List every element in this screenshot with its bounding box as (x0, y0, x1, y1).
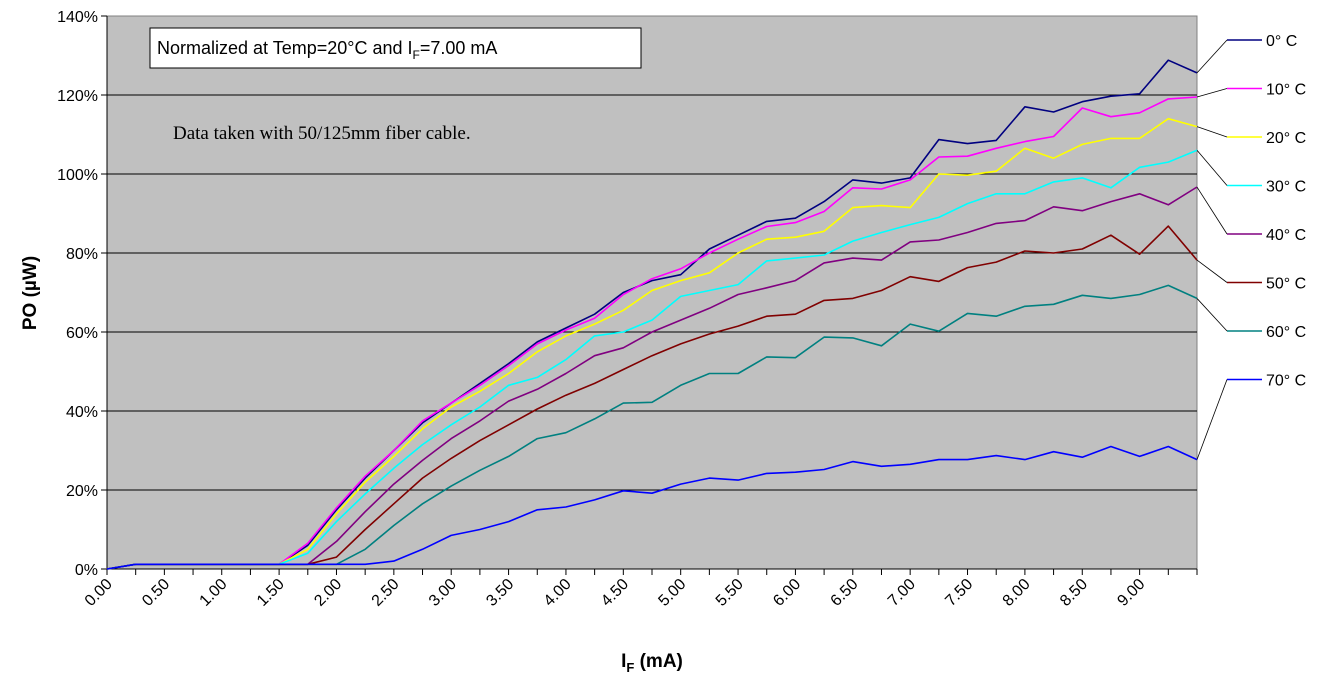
x-tick-label: 6.50 (828, 576, 862, 610)
legend: 0° C 10° C 20° C 30° C 40° C 50° C 60° C 70° C (1196, 33, 1306, 460)
legend-label-0: 0° C (1266, 33, 1297, 50)
x-tick-label: 5.00 (655, 576, 689, 610)
x-tick-label: 4.00 (541, 576, 575, 610)
x-tick-label: 3.00 (426, 576, 460, 610)
legend-leader-0 (1196, 39, 1228, 74)
series-line-1 (106, 96, 1198, 570)
x-tick-label: 8.00 (1000, 576, 1034, 610)
y-axis-title: PO (µW) (20, 256, 41, 330)
legend-label-3: 30° C (1266, 179, 1306, 196)
fiber-note: Data taken with 50/125mm fiber cable. (173, 123, 471, 144)
x-axis-title: IF (mA) (621, 651, 683, 674)
y-tick-label: 120% (57, 88, 98, 105)
x-tick-label: 9.00 (1114, 576, 1148, 610)
y-tick-label: 40% (66, 404, 98, 421)
legend-label-5: 50° C (1266, 276, 1306, 293)
normalization-box: Normalized at Temp=20°C and IF=7.00 mA (149, 27, 642, 69)
legend-leader-2 (1196, 126, 1228, 138)
legend-leader-6 (1196, 298, 1228, 332)
y-tick-label: 100% (57, 167, 98, 184)
normalization-box-frame (149, 27, 642, 69)
legend-label-4: 40° C (1266, 227, 1306, 244)
x-tick-label: 4.50 (598, 576, 632, 610)
series-line-2 (106, 117, 1198, 570)
legend-leader-4 (1196, 186, 1228, 235)
x-tick-label: 1.00 (197, 576, 231, 610)
series-line-7 (106, 445, 1198, 570)
y-tick-label: 80% (66, 246, 98, 263)
legend-label-6: 60° C (1266, 324, 1306, 341)
normalization-sub: F (413, 48, 420, 62)
x-tick-label: 0.50 (139, 576, 173, 610)
x-tick-label: 1.50 (254, 576, 288, 610)
normalization-suffix: =7.00 mA (420, 38, 498, 58)
legend-label-1: 10° C (1266, 82, 1306, 99)
x-tick-label: 3.50 (483, 576, 517, 610)
y-tick-label: 140% (57, 9, 98, 26)
x-tick-label: 5.50 (713, 576, 747, 610)
x-axis-title-sub: F (626, 660, 634, 674)
legend-leader-1 (1196, 88, 1228, 98)
normalization-box-text: Normalized at Temp=20°C and IF=7.00 mA (157, 38, 497, 62)
legend-label-2: 20° C (1266, 130, 1306, 147)
x-tick-label: 0.00 (82, 576, 116, 610)
legend-leader-3 (1196, 150, 1228, 186)
y-tick-label: 60% (66, 325, 98, 342)
x-tick-label: 2.00 (311, 576, 345, 610)
x-tick-label: 8.50 (1057, 576, 1091, 610)
legend-leader-7 (1196, 379, 1228, 460)
plot-background (106, 15, 1198, 570)
x-tick-label: 6.00 (770, 576, 804, 610)
x-axis-title-unit: (mA) (634, 651, 683, 672)
series-layer (106, 59, 1198, 570)
y-tick-label: 20% (66, 483, 98, 500)
x-axis-title-main: I (621, 651, 626, 672)
normalization-prefix: Normalized at Temp=20°C and I (157, 38, 413, 58)
x-tick-label: 7.00 (885, 576, 919, 610)
x-tick-label: 2.50 (369, 576, 403, 610)
legend-label-7: 70° C (1266, 373, 1306, 390)
series-line-3 (106, 149, 1198, 570)
legend-leader-5 (1196, 259, 1228, 283)
x-tick-label: 7.50 (942, 576, 976, 610)
y-tick-label: 0% (75, 562, 98, 579)
